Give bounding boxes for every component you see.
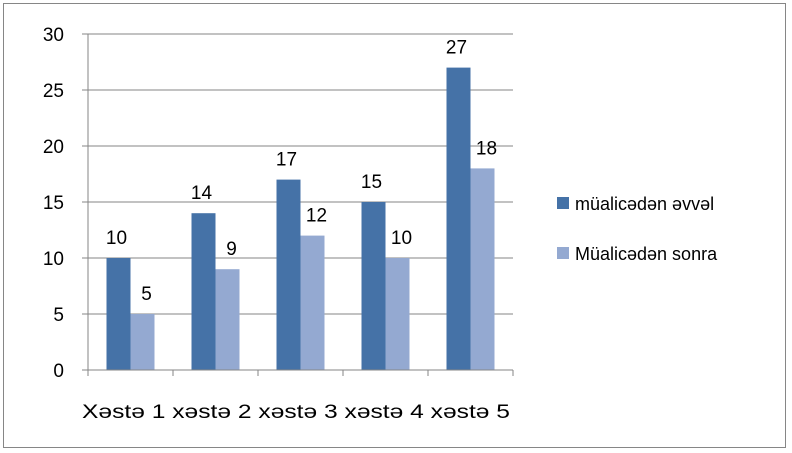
legend-swatch bbox=[557, 197, 569, 209]
x-category-labels: Xəstə 1 xəstə 2 xəstə 3 xəstə 4 xəstə 5 bbox=[82, 402, 510, 423]
y-tick-label: 25 bbox=[43, 81, 64, 102]
bar-before bbox=[276, 179, 301, 370]
data-label: 10 bbox=[391, 228, 412, 249]
chart-frame bbox=[3, 3, 786, 448]
legend-label: müalicədən əvvəl bbox=[575, 194, 714, 214]
bar-before bbox=[361, 202, 386, 370]
y-tick-label: 5 bbox=[53, 305, 64, 326]
legend-swatch bbox=[557, 247, 569, 259]
bar-before bbox=[446, 67, 471, 370]
y-tick-label: 20 bbox=[43, 137, 64, 158]
data-label: 12 bbox=[306, 206, 327, 227]
bar-after bbox=[300, 235, 325, 370]
y-tick-label: 0 bbox=[53, 361, 64, 382]
bar-after bbox=[385, 258, 410, 370]
data-label: 27 bbox=[446, 38, 467, 59]
data-label: 9 bbox=[226, 239, 237, 260]
y-tick-label: 10 bbox=[43, 249, 64, 270]
bar-after bbox=[215, 269, 240, 370]
data-label: 18 bbox=[476, 138, 497, 159]
bar-after bbox=[130, 314, 155, 370]
bar-before bbox=[106, 258, 131, 370]
data-label: 15 bbox=[361, 172, 382, 193]
bar-before bbox=[191, 213, 216, 370]
bar-after bbox=[470, 168, 495, 370]
y-tick-label: 30 bbox=[43, 25, 64, 46]
y-tick-label: 15 bbox=[43, 193, 64, 214]
legend-label: Müalicədən sonra bbox=[575, 244, 718, 264]
data-label: 14 bbox=[191, 183, 213, 204]
data-label: 10 bbox=[106, 228, 127, 249]
data-label: 17 bbox=[276, 150, 297, 171]
data-label: 5 bbox=[141, 284, 152, 305]
